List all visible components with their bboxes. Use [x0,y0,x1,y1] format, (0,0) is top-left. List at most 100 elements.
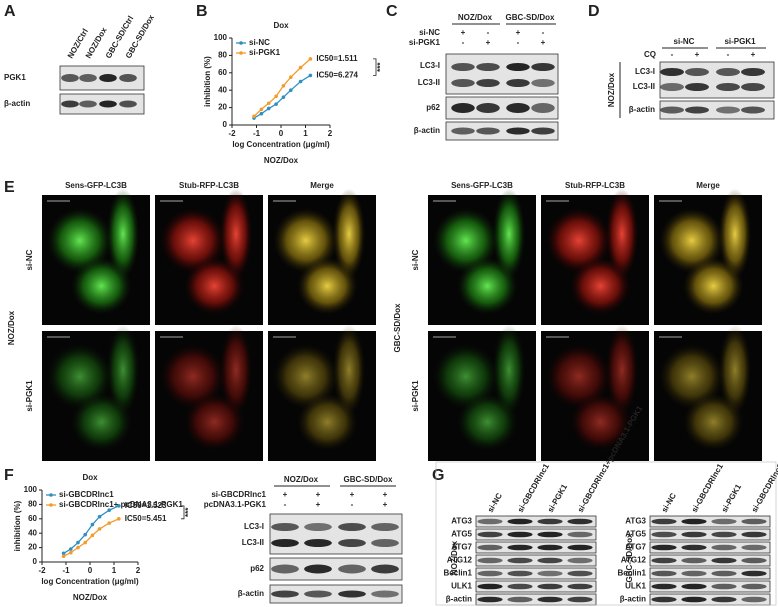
sign: + [516,28,521,37]
row-label: ATG3 [451,517,472,526]
cell-line-label: NOZ/Dox [7,310,16,345]
blot-band [477,518,503,525]
panel-letter: F [4,467,14,484]
cell-line-label: GBC-SD/Dox [393,303,402,352]
blot-band [685,106,709,114]
blot-band [451,79,475,87]
x-tick-label: 2 [136,566,141,575]
blot-band [537,583,563,590]
row-label: si-PGK1 [25,380,34,412]
y-tick-label: 80 [218,51,227,60]
blot-frame [475,567,597,580]
blot-band [681,570,707,577]
cell-signal [219,188,253,280]
blot-band [371,564,399,574]
x-tick-label: -1 [62,566,70,575]
legend-marker [49,503,53,507]
data-point [76,545,80,550]
blot-band [451,103,475,113]
row-label: si-PGK1 [411,380,420,412]
blot-band [61,100,79,108]
blot-band [476,103,500,113]
data-point [298,79,303,84]
x-tick-label: -2 [228,129,236,138]
significance-bracket [181,505,185,520]
group-label: si-PGK1 [724,37,756,46]
row-label: ULK1 [451,582,472,591]
blot-frame [445,53,559,95]
cell-signal [273,344,339,409]
blot-band [716,83,740,91]
cell-signal [659,208,725,273]
blot-band [685,68,709,76]
sign: - [517,38,520,47]
data-point [117,517,121,521]
lane-label: si-GBCDRlnc1 [690,462,725,514]
column-label: Merge [310,181,334,190]
significance: *** [184,507,193,517]
panel-letter: A [4,3,16,20]
blot-band [741,544,767,551]
blot-band [741,83,765,91]
row-label: PGK1 [4,73,26,82]
blot-frame [475,554,597,567]
data-point [274,102,278,106]
cell-signal [219,324,253,416]
row-label: ATG7 [451,543,472,552]
condition-label: CQ [644,50,656,59]
blot-band [271,523,299,531]
column-label: Merge [696,181,720,190]
blot-band [741,531,767,538]
cell-signal [718,324,752,416]
blot-band [567,583,593,590]
row-label: β-actin [620,595,646,604]
cell-signal [160,208,226,273]
blot-band [567,531,593,538]
data-point [107,508,111,512]
blot-band [506,63,530,71]
lane-label: si-NC [486,491,504,514]
blot-band [476,79,500,87]
blot-band [567,544,593,551]
blot-band [651,531,677,538]
cell-signal [546,208,612,273]
blot-band [681,518,707,525]
blot-band [537,531,563,538]
blot-frame [445,121,559,141]
blot-band [451,127,475,135]
blot-band [507,596,533,603]
blot-band [119,74,137,82]
blot-frame [475,515,597,528]
blot-frame [649,554,771,567]
blot-band [531,79,555,87]
y-tick-label: 100 [214,33,228,42]
row-label: LC3-II [633,82,655,91]
sign: + [695,50,700,59]
blot-band [506,103,530,113]
blot-band [711,518,737,525]
blot-band [681,557,707,564]
blot-band [338,539,366,547]
blot-band [271,539,299,547]
panel-letter: D [588,3,600,20]
blot-frame [269,557,403,581]
sign: + [461,28,466,37]
blot-band [741,518,767,525]
data-point [281,95,286,99]
chart-title: Dox [82,473,98,482]
blot-frame [269,584,403,604]
ic50-label: IC50=1.523 [125,501,167,510]
sign: + [316,490,321,499]
data-point [69,547,73,551]
cell-signal [106,188,140,280]
blot-band [507,518,533,525]
row-label: β-actin [238,589,264,598]
blot-band [741,583,767,590]
x-tick-label: -1 [253,129,261,138]
data-point [97,527,102,531]
legend-marker [239,51,243,55]
blot-band [477,531,503,538]
series-line [63,505,120,554]
